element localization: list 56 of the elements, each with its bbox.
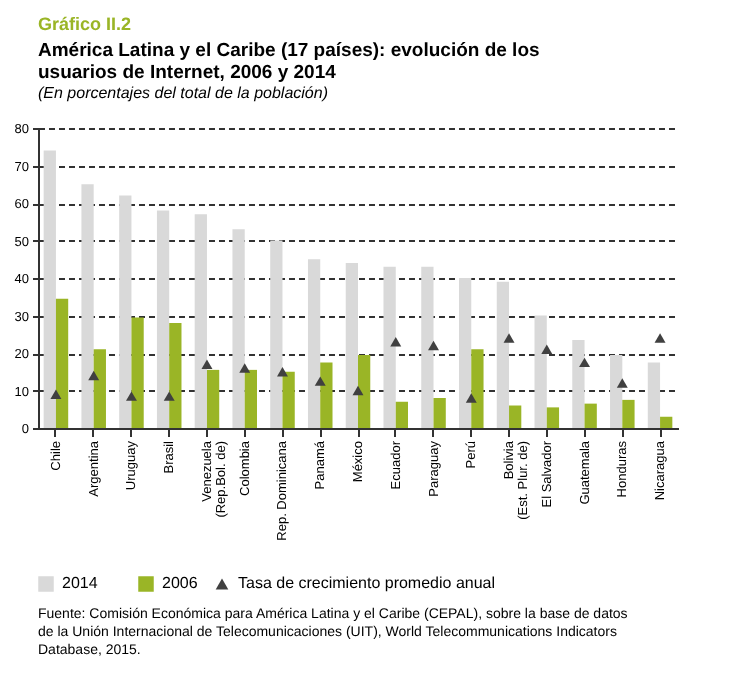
bar: [610, 354, 623, 428]
bar: [660, 416, 673, 428]
legend-label: 2006: [162, 574, 199, 592]
bar: [156, 210, 170, 428]
chart-subtitle: (En porcentajes del total de la población): [38, 84, 329, 102]
bar: [572, 339, 585, 428]
bar: [282, 371, 295, 428]
point: [163, 391, 175, 401]
bar: [459, 278, 472, 428]
bar: [471, 349, 484, 428]
bar: [169, 323, 182, 428]
bar: [433, 398, 446, 428]
point: [465, 393, 477, 403]
bar: [358, 354, 371, 428]
bar: [93, 349, 106, 428]
point: [50, 389, 62, 399]
bar: [244, 369, 257, 428]
point: [88, 370, 100, 381]
point: [390, 337, 402, 347]
bar: [509, 405, 522, 428]
bar: [55, 298, 69, 428]
legend-label: 2014: [62, 574, 99, 592]
bar: [383, 266, 396, 428]
bar: [206, 369, 220, 428]
bar: [307, 259, 321, 428]
bar: [43, 150, 56, 428]
text: Gráfico II.2: [38, 14, 132, 34]
bar: [534, 315, 547, 428]
point: [239, 363, 251, 373]
bar: [647, 362, 661, 428]
point: [352, 385, 364, 396]
bar: [119, 195, 132, 428]
chart-title: América Latina y el Caribe (17 países): evolución de los usuarios de Internet, 2006 y 2014: [38, 40, 540, 84]
point: [125, 391, 137, 401]
bar: [194, 214, 207, 428]
point: [541, 344, 553, 354]
point: [503, 333, 515, 343]
bar: [345, 263, 358, 428]
point: [616, 378, 628, 388]
bar: [622, 399, 635, 428]
point: [314, 376, 326, 386]
bar: [496, 281, 510, 428]
point: [428, 340, 439, 351]
bar: [270, 240, 283, 428]
bar: [320, 362, 333, 428]
point: [654, 333, 666, 343]
bar: [395, 401, 409, 428]
bar: [546, 407, 560, 428]
bar: [131, 317, 144, 428]
point: [579, 357, 591, 368]
bar: [81, 184, 94, 428]
bar: [421, 266, 434, 428]
bar: [584, 403, 597, 428]
legend-label: Tasa de crecimiento promedio anual: [238, 574, 496, 592]
point: [201, 359, 213, 369]
bar: [232, 229, 245, 428]
